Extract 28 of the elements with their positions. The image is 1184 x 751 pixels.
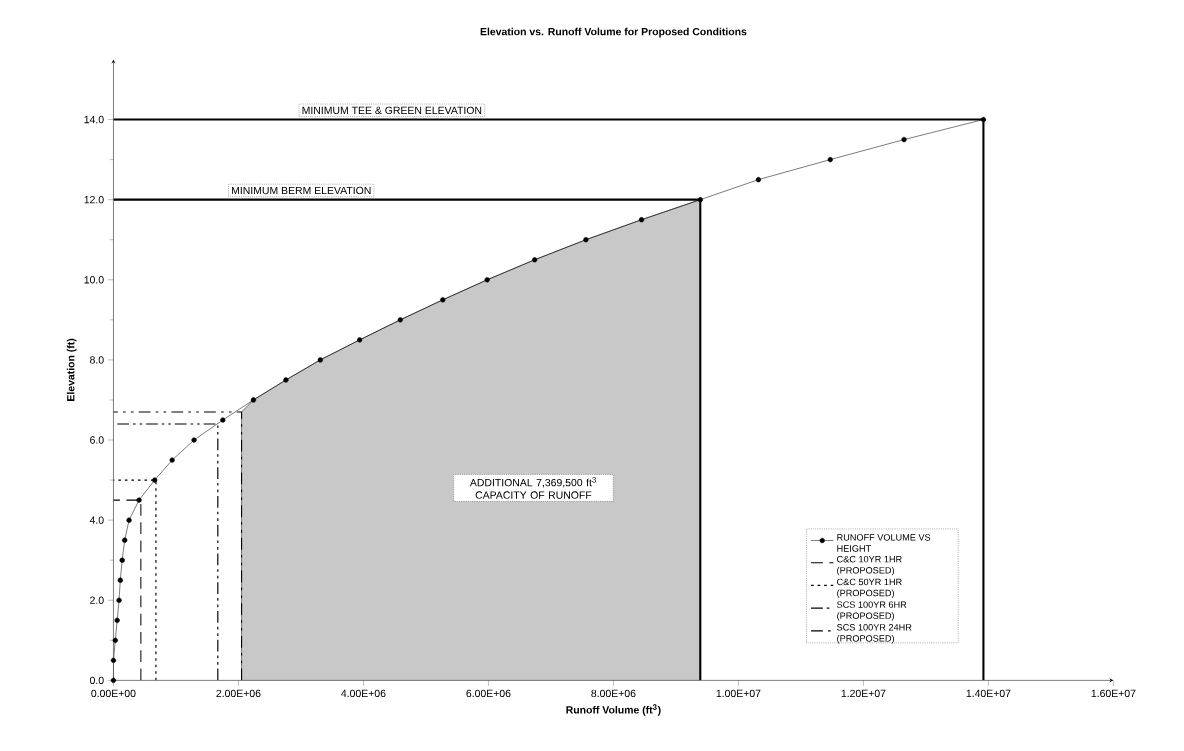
- y-tick-label: 8.0: [90, 356, 104, 364]
- legend-label: RUNOFF VOLUME VS HEIGHT: [837, 534, 931, 552]
- annotation: ADDITIONAL 7,369,500 ft$^{3}$ CAPACITY OF RUNOFF: [469, 477, 596, 499]
- x-tick-label: 1.00E+07: [716, 689, 761, 698]
- x-tick-label: 0.00E+00: [91, 689, 136, 698]
- y-axis-title: Elevation (ft): [66, 338, 77, 401]
- y-tick-label: 0.0: [89, 676, 104, 685]
- y-tick-label: 4.0: [89, 516, 104, 524]
- y-tick-label: 6.0: [90, 436, 104, 444]
- legend-label: C&C 10YR 1HR (PROPOSED): [837, 555, 902, 576]
- y-tick-label: 12.0: [84, 195, 104, 204]
- x-axis-title: Runoff Volume (ft$^{3}$): [566, 704, 661, 716]
- x-tick-label: 1.60E+07: [1091, 689, 1136, 698]
- x-tick-label: 6.00E+06: [466, 689, 511, 698]
- chart-title: Elevation vs. Runoff Volume for Proposed Conditions: [480, 27, 747, 38]
- x-tick-label: 1.20E+07: [841, 689, 886, 698]
- series-label: MINIMUM TEE & GREEN ELEVATION: [302, 106, 482, 115]
- legend-label: C&C 50YR 1HR (PROPOSED): [837, 578, 902, 599]
- legend-label: SCS 100YR 24HR (PROPOSED): [837, 624, 912, 644]
- y-tick-label: 2.0: [90, 596, 104, 604]
- y-tick-label: 10.0: [84, 276, 104, 284]
- legend-label: SCS 100YR 6HR (PROPOSED): [837, 601, 907, 621]
- x-tick-label: 8.00E+06: [591, 689, 636, 698]
- x-tick-label: 4.00E+06: [341, 689, 386, 698]
- series-label: MINIMUM BERM ELEVATION: [231, 186, 371, 195]
- x-tick-label: 1.40E+07: [966, 689, 1011, 698]
- y-tick-label: 14.0: [84, 115, 104, 124]
- x-tick-label: 2.00E+06: [216, 689, 261, 698]
